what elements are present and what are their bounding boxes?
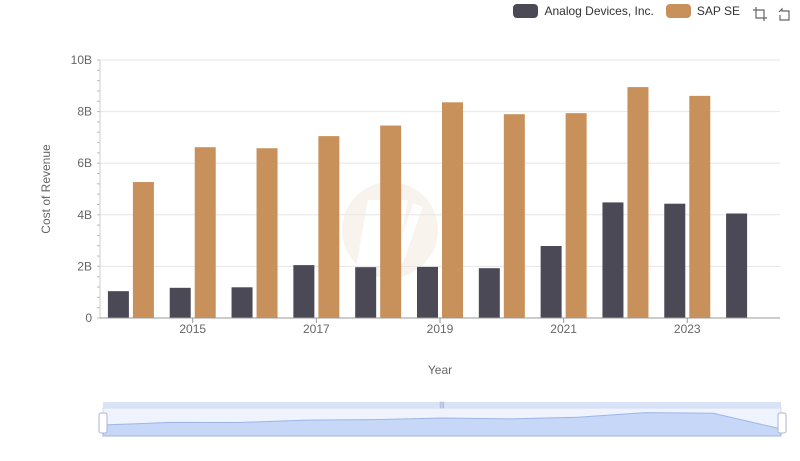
slider-preview [102, 412, 782, 437]
legend-item-sap[interactable]: SAP SE [665, 4, 740, 18]
x-axis-label: Year [428, 363, 452, 377]
slider-preview-area [102, 412, 782, 437]
bars [107, 87, 748, 319]
bar-sap-2017[interactable] [318, 136, 340, 318]
toolbox [752, 6, 792, 22]
y-axis: 0 2B 4B 6B 8B 10B [71, 53, 101, 325]
bar-sap-2023[interactable] [689, 95, 711, 318]
bar-sap-2015[interactable] [194, 147, 216, 318]
legend-swatch-analog-devices [513, 4, 539, 18]
legend-item-analog-devices[interactable]: Analog Devices, Inc. [513, 4, 654, 18]
slider-grip-icon[interactable]: ||| [439, 402, 445, 409]
bar-analog-devices-2016[interactable] [231, 287, 253, 318]
bar-sap-2016[interactable] [256, 148, 278, 318]
bar-analog-devices-2019[interactable] [417, 266, 438, 318]
x-tick-label: 2023 [674, 322, 701, 336]
bar-sap-2014[interactable] [132, 182, 154, 318]
bar-analog-devices-2017[interactable] [293, 265, 315, 318]
legend-label-sap: SAP SE [696, 4, 740, 18]
bar-analog-devices-2023[interactable] [664, 203, 686, 318]
bar-analog-devices-2020[interactable] [478, 268, 500, 318]
y-tick-label: 6B [77, 156, 92, 170]
bar-sap-2019[interactable] [442, 102, 463, 318]
zoom-select-icon[interactable] [752, 6, 768, 22]
bar-sap-2020[interactable] [503, 114, 525, 319]
x-tick-label: 2021 [550, 322, 577, 336]
slider-handle-left[interactable] [98, 412, 108, 434]
x-tick-label: 2015 [179, 322, 206, 336]
bar-sap-2018[interactable] [380, 125, 402, 318]
bar-sap-2022[interactable] [627, 87, 649, 318]
legend-swatch-sap [665, 4, 691, 18]
legend: Analog Devices, Inc. SAP SE [513, 4, 740, 18]
x-tick-label: 2019 [427, 322, 454, 336]
bar-sap-2021[interactable] [565, 113, 587, 318]
y-tick-label: 2B [77, 259, 92, 273]
y-tick-label: 10B [71, 53, 92, 67]
bar-analog-devices-2014[interactable] [107, 291, 129, 318]
y-tick-label: 4B [77, 208, 92, 222]
bar-analog-devices-2024[interactable] [726, 213, 748, 318]
data-zoom-slider[interactable]: ||| [98, 402, 787, 437]
bar-analog-devices-2015[interactable] [169, 287, 191, 318]
slider-handle-right[interactable] [777, 412, 787, 434]
slider-top-bar[interactable] [103, 402, 781, 408]
legend-label-analog-devices: Analog Devices, Inc. [544, 4, 654, 18]
bar-analog-devices-2018[interactable] [355, 267, 377, 318]
y-tick-label: 0 [85, 311, 92, 325]
x-tick-label: 2017 [303, 322, 330, 336]
y-tick-label: 8B [77, 105, 92, 119]
zoom-reset-icon[interactable] [776, 6, 792, 22]
bar-analog-devices-2022[interactable] [602, 202, 624, 318]
y-axis-label: Cost of Revenue [39, 144, 53, 234]
bar-analog-devices-2021[interactable] [540, 246, 562, 318]
x-axis: 2015 2017 2019 2021 2023 [100, 317, 780, 336]
